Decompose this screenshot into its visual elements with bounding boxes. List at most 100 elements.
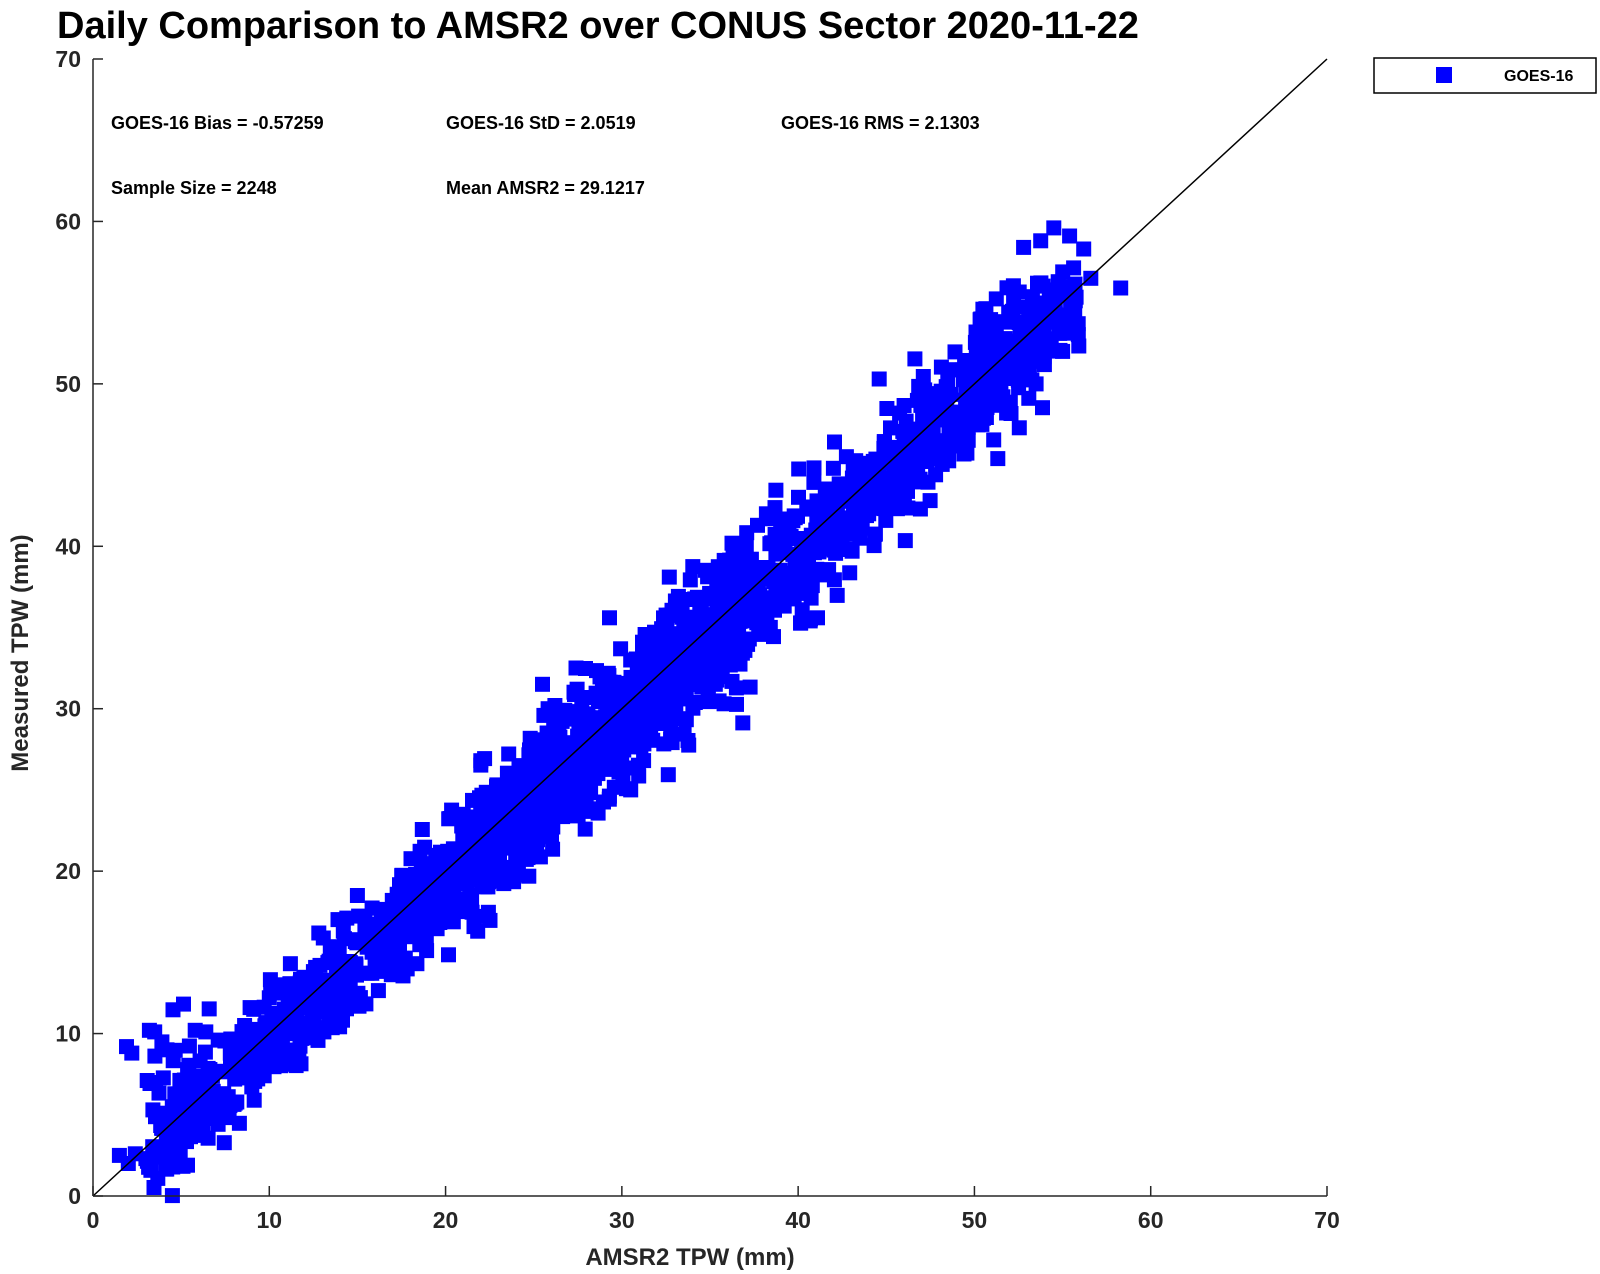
scatter-point [907,351,923,367]
scatter-point [811,544,827,560]
scatter-point [785,513,801,529]
scatter-point [883,420,898,436]
scatter-point [764,571,780,587]
scatter-point [476,830,492,846]
scatter-point [894,470,910,486]
scatter-point [543,810,559,826]
x-tick-label: 30 [609,1207,635,1233]
scatter-point [660,767,676,783]
scatter-point [720,650,736,666]
scatter-point [1049,313,1065,328]
scatter-point [829,587,845,603]
scatter-point [159,1042,175,1058]
scatter-point [427,912,443,928]
scatter-point [695,660,711,676]
scatter-point [1006,290,1022,306]
scatter-point [956,446,972,462]
scatter-point [867,526,883,542]
scatter-point [545,841,561,857]
scatter-point [966,389,982,405]
scatter-point [210,1032,226,1048]
scatter-point [725,564,741,580]
scatter-point [941,453,957,469]
scatter-point [766,629,781,645]
scatter-point [988,291,1004,307]
scatter-point [473,796,489,812]
scatter-point [514,817,530,833]
scatter-point [1076,241,1092,257]
scatter-point [911,449,927,464]
scatter-point [182,1117,198,1133]
scatter-point [602,698,618,714]
scatter-point [590,758,605,774]
scatter-point [649,654,665,670]
x-axis-label: AMSR2 TPW (mm) [585,1244,794,1271]
scatter-point [516,847,532,863]
scatter-point [322,939,338,955]
scatter-point [797,543,813,559]
scatter-point [861,506,877,522]
scatter-point [975,317,991,333]
scatter-point [1016,319,1032,335]
y-tick-label: 0 [68,1183,81,1209]
scatter-point [557,737,573,752]
scatter-point [480,904,496,920]
scatter-point [525,735,541,751]
scatter-point [975,410,991,426]
scatter-point [878,485,894,501]
scatter-point [791,489,806,505]
scatter-point [806,474,822,490]
scatter-point [540,798,556,814]
scatter-point [455,833,471,848]
scatter-point [489,869,505,885]
scatter-point [709,618,725,634]
scatter-point [887,457,903,473]
scatter-point [911,378,927,394]
y-tick-label: 60 [55,208,81,234]
x-ticks: 0 10 20 30 40 50 60 70 [87,1186,1340,1233]
scatter-point [367,951,383,967]
scatter-point [271,1005,287,1021]
scatter-point [293,971,308,987]
scatter-point [266,1059,282,1075]
x-tick-label: 20 [433,1207,459,1233]
scatter-point [1021,390,1037,406]
scatter-point [845,460,861,476]
scatter-point [685,559,701,575]
scatter-point [1033,233,1049,249]
scatter-point [1001,398,1017,414]
scatter-point [286,1009,302,1025]
scatter-point [453,855,469,871]
scatter-point [783,529,799,544]
scatter-point [503,795,519,811]
scatter-point [611,764,627,780]
scatter-point [1071,338,1087,354]
scatter-point [616,741,632,757]
scatter-point [173,1081,189,1097]
mean-annotation: Mean AMSR2 = 29.1217 [446,178,645,198]
scatter-point [670,588,686,604]
std-annotation: GOES-16 StD = 2.0519 [446,113,636,133]
scatter-point [491,855,506,871]
scatter-point [588,685,604,701]
scatter-point [201,1001,217,1017]
scatter-point [262,972,278,988]
scatter-point [1058,279,1074,295]
scatter-point [473,753,489,769]
scatter-point [1011,420,1027,436]
scatter-point [408,876,424,892]
scatter-point [975,301,991,317]
scatter-point [909,392,925,408]
scatter-point [298,1017,314,1033]
legend: GOES-16 [1373,57,1597,94]
scatter-point [768,482,784,498]
scatter-point [349,888,365,903]
scatter-point [469,908,485,924]
scatter-point [216,1135,232,1151]
scatter-point [464,890,480,906]
scatter-point [516,758,532,774]
scatter-point [664,735,680,751]
scatter-point [603,746,619,762]
scatter-point [750,517,765,533]
scatter-point [270,1046,286,1062]
